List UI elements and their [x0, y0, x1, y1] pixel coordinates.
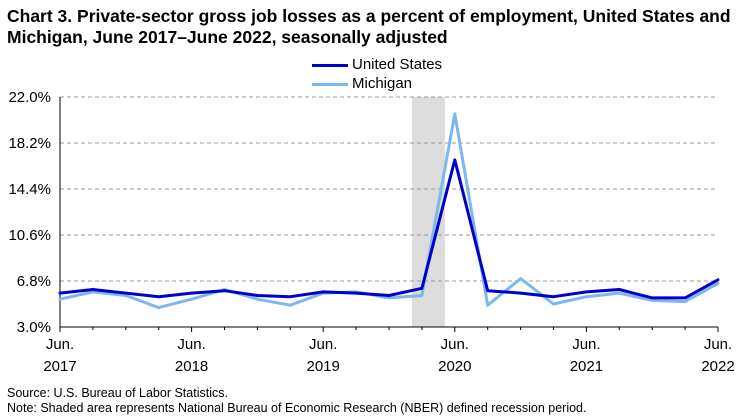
x-tick-label-month: Jun.: [177, 336, 205, 353]
legend-swatch-united-states: [312, 63, 348, 67]
chart-title: Chart 3. Private-sector gross job losses…: [7, 6, 731, 47]
chart-notes: Source: U.S. Bureau of Labor Statistics.…: [7, 386, 586, 416]
y-tick-label: 3.0%: [17, 319, 51, 336]
source-note: Source: U.S. Bureau of Labor Statistics.: [7, 386, 228, 400]
series-line-united-states: [58, 158, 720, 300]
y-tick-label: 10.6%: [8, 227, 51, 244]
y-tick-label: 22.0%: [8, 89, 51, 106]
x-tick-label-month: Jun.: [441, 336, 469, 353]
legend-swatch-michigan: [312, 82, 348, 86]
legend-label-united-states: United States: [352, 56, 443, 73]
recession-note: Note: Shaded area represents National Bu…: [7, 401, 587, 415]
legend-item-united-states: United States: [312, 56, 442, 74]
x-tick-label-year: 2022: [701, 358, 734, 375]
x-tick-label-month: Jun.: [704, 336, 732, 353]
legend-label-michigan: Michigan: [352, 75, 413, 92]
legend-item-michigan: Michigan: [312, 75, 412, 93]
x-tick-label-year: 2020: [438, 358, 471, 375]
x-tick-label-month: Jun.: [309, 336, 337, 353]
x-tick-label-year: 2018: [175, 358, 208, 375]
series-line-michigan: [58, 112, 720, 310]
x-tick-label-month: Jun.: [46, 336, 74, 353]
x-tick-label-month: Jun.: [572, 336, 600, 353]
y-tick-label: 14.4%: [8, 181, 51, 198]
chart-legend: United States Michigan: [0, 56, 751, 96]
y-tick-label: 18.2%: [8, 135, 51, 152]
x-tick-label-year: 2017: [43, 358, 76, 375]
x-tick-label-year: 2019: [307, 358, 340, 375]
y-tick-label: 6.8%: [17, 273, 51, 290]
x-tick-label-year: 2021: [570, 358, 603, 375]
